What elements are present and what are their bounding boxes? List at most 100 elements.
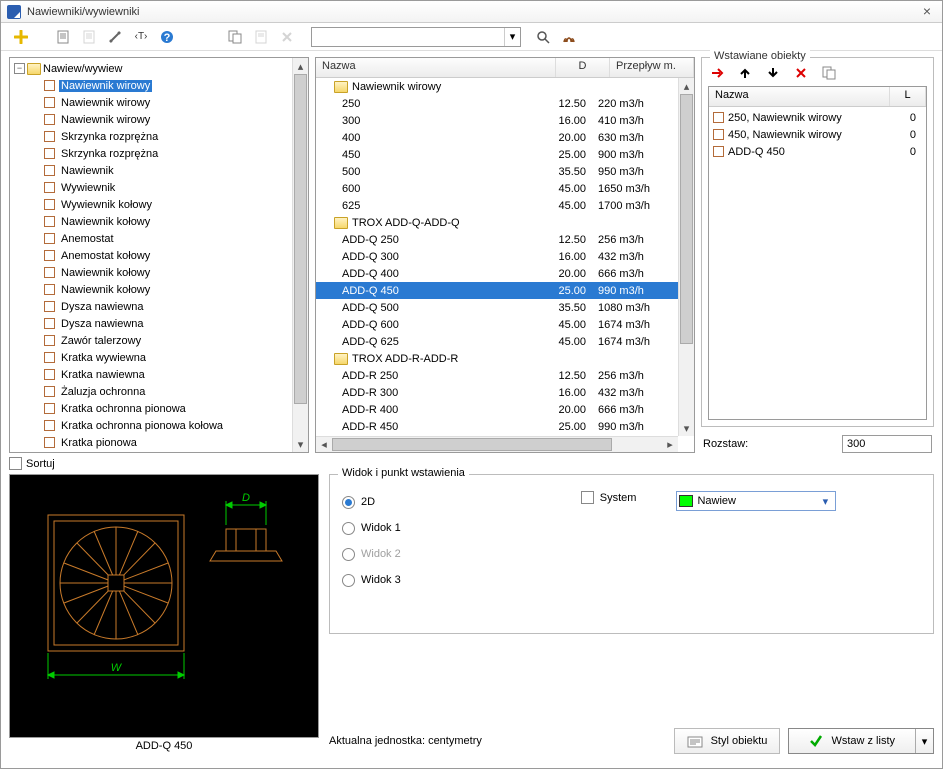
tree-item-checkbox[interactable] xyxy=(44,267,55,278)
tree-item-checkbox[interactable] xyxy=(44,352,55,363)
view-radio-row[interactable]: Widok 3 xyxy=(342,567,401,593)
paste-button[interactable] xyxy=(249,26,273,48)
tree-item-checkbox[interactable] xyxy=(44,301,55,312)
tree-item-checkbox[interactable] xyxy=(44,386,55,397)
list-item[interactable]: 62545.001700 m3/h xyxy=(316,197,678,214)
mini-col-l[interactable]: L xyxy=(890,87,926,106)
tree-item-checkbox[interactable] xyxy=(44,403,55,414)
delete-button[interactable] xyxy=(275,26,299,48)
tree-item-checkbox[interactable] xyxy=(44,165,55,176)
scroll-down-icon[interactable]: ▾ xyxy=(679,420,694,436)
view-radio[interactable] xyxy=(342,496,355,509)
tree-item[interactable]: Dysza nawiewna xyxy=(14,315,308,332)
tree-item[interactable]: Kratka pionowa xyxy=(14,434,308,451)
styl-button[interactable]: Styl obiektu xyxy=(674,728,781,754)
arrow-right-icon[interactable] xyxy=(710,66,724,80)
doc2-button[interactable] xyxy=(77,26,101,48)
mini-item-checkbox[interactable] xyxy=(713,129,724,140)
list-item[interactable]: 50035.50950 m3/h xyxy=(316,163,678,180)
list-item[interactable]: ADD-Q 50035.501080 m3/h xyxy=(316,299,678,316)
tree-item[interactable]: Skrzynka rozprężna xyxy=(14,145,308,162)
scroll-thumb[interactable] xyxy=(332,438,612,451)
tree-item[interactable]: Nawiewnik kołowy xyxy=(14,281,308,298)
tree-item-checkbox[interactable] xyxy=(44,199,55,210)
col-d[interactable]: D xyxy=(556,58,610,77)
list-item[interactable]: ADD-R 40020.00666 m3/h xyxy=(316,401,678,418)
mini-list-item[interactable]: 250, Nawiewnik wirowy0 xyxy=(709,109,926,126)
tree-item[interactable]: Nawiewnik wirowy xyxy=(14,94,308,111)
search-input[interactable] xyxy=(312,28,504,46)
list-group[interactable]: TROX ADD-R-ADD-R xyxy=(316,350,678,367)
tree-item[interactable]: Anemostat kołowy xyxy=(14,247,308,264)
scroll-left-icon[interactable]: ◂ xyxy=(316,437,332,452)
arrow-up-icon[interactable] xyxy=(738,66,752,80)
tree-root[interactable]: − Nawiew/wywiew xyxy=(14,60,308,77)
tree-item[interactable]: Kratka nawiewna xyxy=(14,366,308,383)
scroll-up-icon[interactable]: ▴ xyxy=(679,78,694,94)
tree-item-checkbox[interactable] xyxy=(44,318,55,329)
list-vscrollbar[interactable]: ▴ ▾ xyxy=(678,78,694,436)
search-dropdown-icon[interactable]: ▾ xyxy=(504,28,520,46)
list-item[interactable]: ADD-R 45025.00990 m3/h xyxy=(316,418,678,435)
view-radio[interactable] xyxy=(342,522,355,535)
list-item[interactable]: ADD-Q 45025.00990 m3/h xyxy=(316,282,678,299)
tree-item[interactable]: Wywiewnik xyxy=(14,179,308,196)
view-radio-row[interactable]: Widok 1 xyxy=(342,515,401,541)
tree-item[interactable]: Nawiewnik kołowy xyxy=(14,264,308,281)
search-button[interactable] xyxy=(531,26,555,48)
tree-item[interactable]: Nawiewnik wirowy xyxy=(14,111,308,128)
list-item[interactable]: 25012.50220 m3/h xyxy=(316,95,678,112)
tools-button[interactable] xyxy=(103,26,127,48)
tree-item[interactable]: Kratka wywiewna xyxy=(14,349,308,366)
insert-dropdown[interactable]: ▾ xyxy=(915,729,933,753)
scroll-right-icon[interactable]: ▸ xyxy=(662,437,678,452)
nawiew-combo[interactable]: Nawiew ▾ xyxy=(676,491,836,511)
list-item[interactable]: ADD-Q 25012.50256 m3/h xyxy=(316,231,678,248)
remove-button[interactable] xyxy=(794,66,808,80)
arrow-down-icon[interactable] xyxy=(766,66,780,80)
mini-list-item[interactable]: 450, Nawiewnik wirowy0 xyxy=(709,126,926,143)
list-item[interactable]: ADD-R 30016.00432 m3/h xyxy=(316,384,678,401)
tree-item-checkbox[interactable] xyxy=(44,80,55,91)
tree-item-checkbox[interactable] xyxy=(44,284,55,295)
tree-item[interactable]: Dysza nawiewna xyxy=(14,298,308,315)
list-item[interactable]: ADD-Q 62545.001674 m3/h xyxy=(316,333,678,350)
tree-item[interactable]: Wywiewnik kołowy xyxy=(14,196,308,213)
tree-item[interactable]: Kratka pozioma xyxy=(14,451,308,452)
tree-item[interactable]: Kratka ochronna pionowa kołowa xyxy=(14,417,308,434)
tree-expander-icon[interactable]: − xyxy=(14,63,25,74)
copy-button[interactable] xyxy=(223,26,247,48)
scroll-down-icon[interactable]: ▾ xyxy=(293,436,308,452)
view-radio[interactable] xyxy=(342,574,355,587)
tree-item-checkbox[interactable] xyxy=(44,97,55,108)
list-item[interactable]: ADD-R 25012.50256 m3/h xyxy=(316,367,678,384)
chevron-down-icon[interactable]: ▾ xyxy=(817,493,833,509)
search-combo[interactable]: ▾ xyxy=(311,27,521,47)
tree-item-checkbox[interactable] xyxy=(44,148,55,159)
rozstaw-input[interactable] xyxy=(842,435,932,453)
tree-item-checkbox[interactable] xyxy=(44,369,55,380)
list-group[interactable]: TROX ADD-Q-ADD-Q xyxy=(316,214,678,231)
tree-item-checkbox[interactable] xyxy=(44,250,55,261)
list-item[interactable]: 45025.00900 m3/h xyxy=(316,146,678,163)
tree-item-checkbox[interactable] xyxy=(44,335,55,346)
mini-item-checkbox[interactable] xyxy=(713,146,724,157)
list-item[interactable]: ADD-Q 30016.00432 m3/h xyxy=(316,248,678,265)
list-item[interactable]: ADD-Q 40020.00666 m3/h xyxy=(316,265,678,282)
tree-item[interactable]: Nawiewnik kołowy xyxy=(14,213,308,230)
doc1-button[interactable] xyxy=(51,26,75,48)
list-item[interactable]: ADD-Q 60045.001674 m3/h xyxy=(316,316,678,333)
tree-scrollbar[interactable]: ▴ ▾ xyxy=(292,58,308,452)
scroll-thumb[interactable] xyxy=(680,94,693,344)
list-group[interactable]: Nawiewnik wirowy xyxy=(316,78,678,95)
col-przeplyw[interactable]: Przepływ m. xyxy=(610,58,694,77)
add-button[interactable] xyxy=(9,26,33,48)
tree-item-checkbox[interactable] xyxy=(44,114,55,125)
close-button[interactable]: × xyxy=(918,4,936,20)
text-button[interactable]: ‹T› xyxy=(129,26,153,48)
help-button[interactable]: ? xyxy=(155,26,179,48)
sort-checkbox[interactable] xyxy=(9,457,22,470)
tree-item-checkbox[interactable] xyxy=(44,182,55,193)
list-item[interactable]: 60045.001650 m3/h xyxy=(316,180,678,197)
tree-item[interactable]: Kratka ochronna pionowa xyxy=(14,400,308,417)
